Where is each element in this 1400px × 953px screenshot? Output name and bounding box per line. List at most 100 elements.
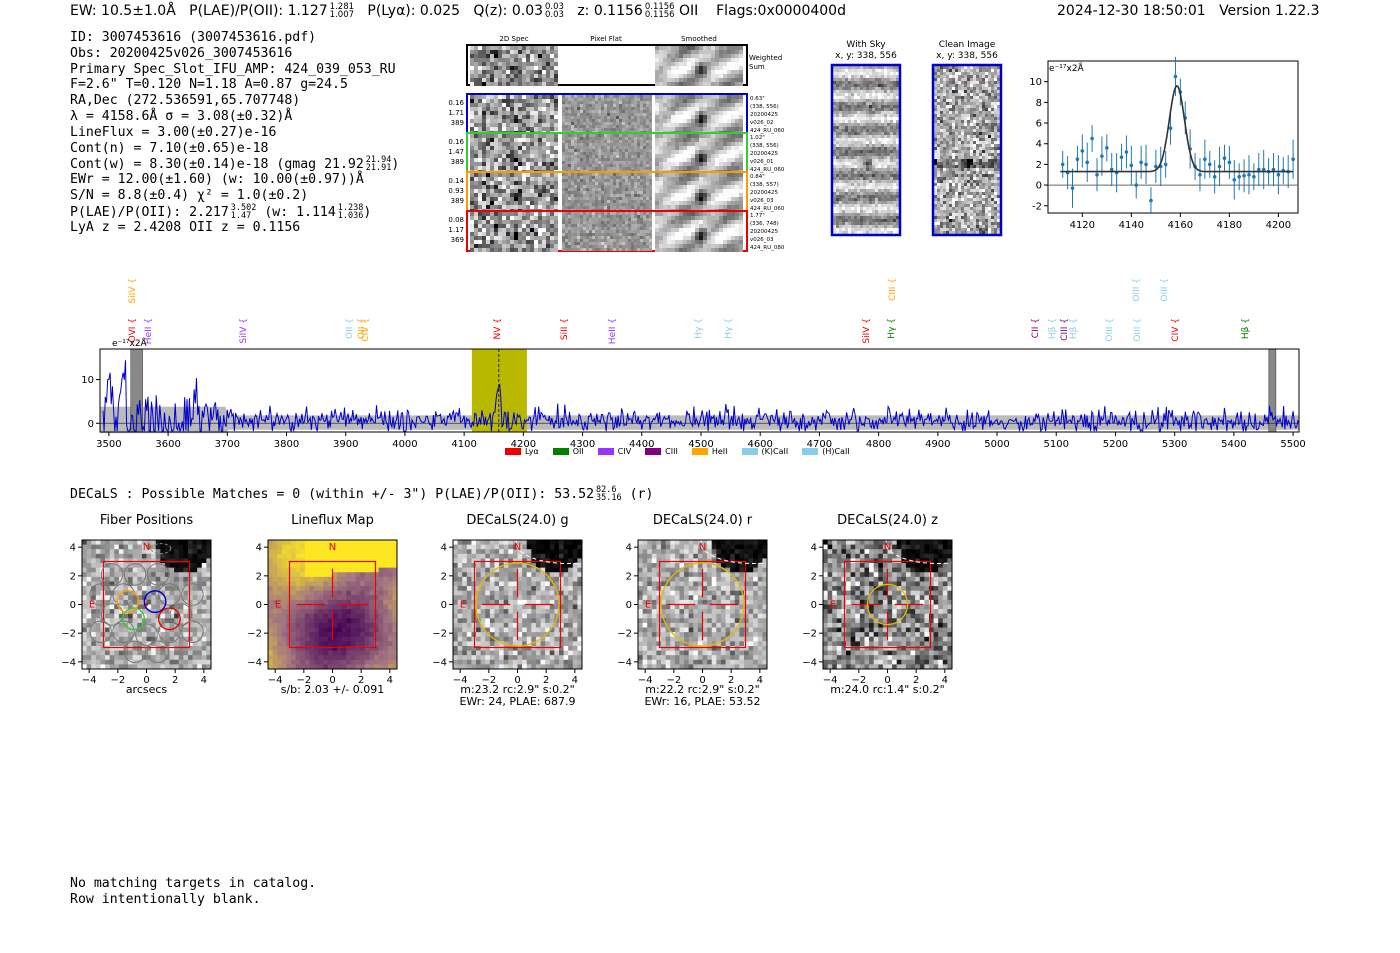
header-z-line: OII: [679, 3, 699, 19]
stamp-pixel: [655, 166, 659, 170]
info-plae: P(LAE)/P(OII): 2.217 3.502 1.47 (w: 1.114 1…: [70, 204, 399, 221]
stamp-pixel: [565, 143, 568, 146]
stamp-pixel: [628, 188, 631, 191]
sky-pixel: [857, 114, 860, 117]
stamp-pixel: [482, 224, 486, 228]
stamp-pixel: [568, 188, 571, 191]
stamp-pixel: [583, 221, 586, 224]
stamp-pixel: [592, 98, 595, 101]
stamp-pixel: [671, 201, 675, 205]
stamp-pixel: [486, 119, 490, 123]
stamp-pixel: [699, 107, 703, 111]
stamp-pixel: [494, 224, 498, 228]
stamp-pixel: [687, 240, 691, 244]
stamp-pixel: [565, 236, 568, 239]
sky-pixel: [872, 156, 875, 159]
stamp-pixel: [640, 242, 643, 245]
stamp-pixel: [538, 78, 542, 82]
stamp-pixel: [735, 58, 739, 62]
sky-pixel: [848, 114, 851, 117]
sky-pixel: [863, 99, 866, 102]
stamp-pixel: [707, 70, 711, 74]
sky-pixel: [839, 135, 842, 138]
sky-pixel: [875, 129, 878, 132]
sky-pixel: [881, 210, 884, 213]
stamp-pixel: [723, 216, 727, 220]
stamp-pixel: [707, 154, 711, 158]
stamp-pixel: [586, 101, 589, 104]
sky-pixel: [893, 108, 896, 111]
sky-pixel: [881, 147, 884, 150]
stamp-pixel: [490, 205, 494, 209]
stamp-pixel: [601, 179, 604, 182]
sky-pixel: [860, 108, 863, 111]
stamp-pixel: [619, 221, 622, 224]
stamp-pixel: [628, 149, 631, 152]
stamp-pixel: [538, 82, 542, 86]
stamp-pixel: [646, 239, 649, 242]
sky-pixel: [851, 216, 854, 219]
sky-pixel: [893, 207, 896, 210]
sky-pixel: [893, 174, 896, 177]
sky-pixel: [869, 96, 872, 99]
stamp-pixel: [628, 146, 631, 149]
stamp-pixel: [577, 239, 580, 242]
stamp-pixel: [571, 137, 574, 140]
stamp-pixel: [554, 193, 558, 197]
stamp-pixel: [723, 150, 727, 154]
sky-pixel: [887, 84, 890, 87]
stamp-pixel: [565, 158, 568, 161]
stamp-pixel: [610, 149, 613, 152]
stamp-pixel: [604, 134, 607, 137]
sky-pixel: [857, 138, 860, 141]
stamp-pixel: [518, 62, 522, 66]
stamp-pixel: [580, 236, 583, 239]
stamp-pixel: [739, 166, 743, 170]
stamp-pixel: [565, 134, 568, 137]
stamp-pixel: [586, 161, 589, 164]
stamp-pixel: [592, 152, 595, 155]
sky-pixel: [896, 69, 899, 72]
stamp-pixel: [534, 46, 538, 50]
stamp-pixel: [506, 119, 510, 123]
stamp-pixel: [518, 111, 522, 115]
stamp-right-label: 20200425: [750, 112, 778, 118]
sky-pixel: [854, 111, 857, 114]
stamp-pixel: [506, 158, 510, 162]
sky-pixel: [857, 159, 860, 162]
sky-pixel: [890, 177, 893, 180]
stamp-pixel: [659, 158, 663, 162]
sky-pixel: [896, 189, 899, 192]
stamp-left-label: 0.14: [448, 177, 464, 185]
stamp-pixel: [482, 201, 486, 205]
stamp-pixel: [554, 177, 558, 181]
stamp-pixel: [526, 123, 530, 127]
stamp-pixel: [637, 233, 640, 236]
stamp-pixel: [671, 232, 675, 236]
stamp-pixel: [498, 66, 502, 70]
stamp-pixel: [628, 218, 631, 221]
sky-pixel: [872, 132, 875, 135]
stamp-pixel: [715, 70, 719, 74]
sky-pixel: [854, 210, 857, 213]
stamp-pixel: [655, 181, 659, 185]
stamp-pixel: [577, 173, 580, 176]
stamp-pixel: [663, 82, 667, 86]
stamp-pixel: [735, 78, 739, 82]
stamp-pixel: [735, 70, 739, 74]
stamp-pixel: [711, 244, 715, 248]
stamp-pixel: [498, 232, 502, 236]
sky-pixel: [851, 99, 854, 102]
stamp-pixel: [655, 240, 659, 244]
stamp-pixel: [727, 158, 731, 162]
stamp-pixel: [667, 240, 671, 244]
stamp-pixel: [619, 242, 622, 245]
stamp-pixel: [546, 50, 550, 54]
sky-pixel: [878, 195, 881, 198]
stamp-pixel: [715, 78, 719, 82]
sky-pixel: [878, 69, 881, 72]
stamp-pixel: [470, 99, 474, 103]
sky-pixel: [881, 138, 884, 141]
sky-pixel: [836, 84, 839, 87]
stamp-pixel: [667, 224, 671, 228]
